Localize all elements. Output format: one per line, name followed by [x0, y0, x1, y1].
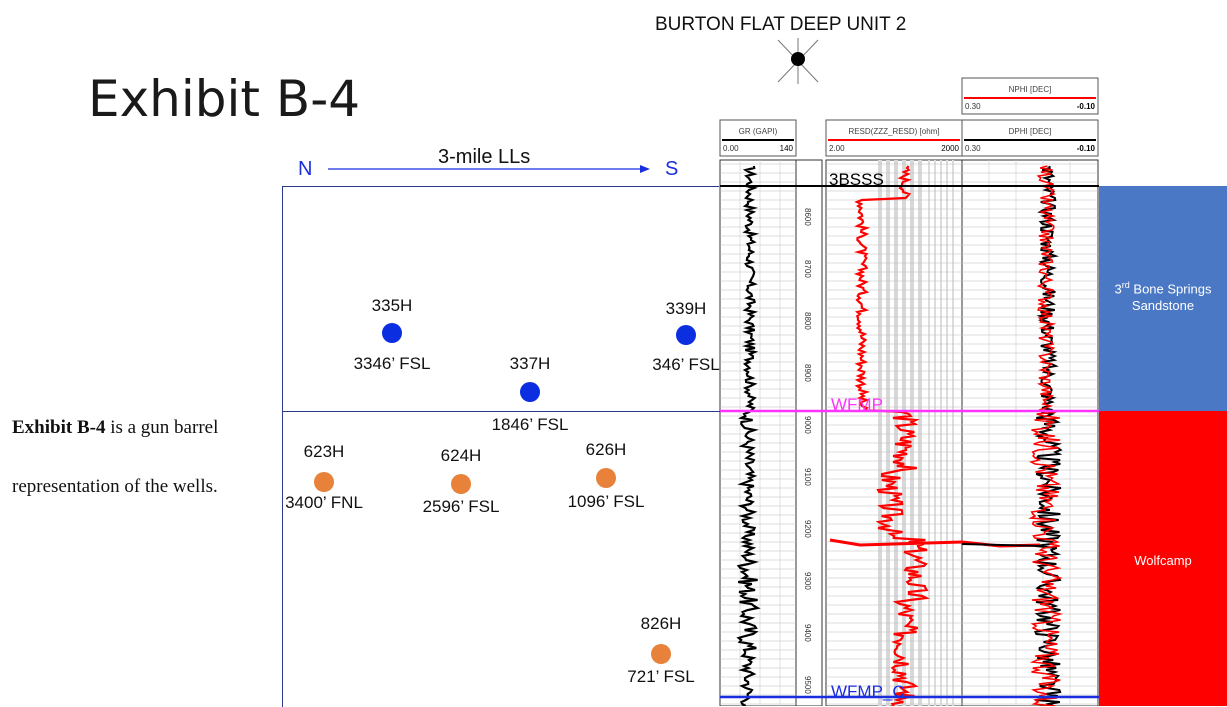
track-header [719, 119, 797, 157]
track-min: 0.00 [723, 144, 739, 153]
well-location: 721’ FSL [627, 667, 695, 686]
exhibit-description: Exhibit B-4 is a gun barrel representati… [12, 398, 237, 516]
marker-label: WFMP_C [831, 682, 905, 701]
grid-shade [928, 160, 930, 706]
depth-tick-label: 8900 [803, 364, 812, 382]
nphi-curve [1028, 165, 1064, 706]
gun-barrel-panel [282, 186, 719, 707]
grid-shade [940, 160, 942, 706]
track-max: -0.10 [1077, 102, 1096, 111]
gr-track [719, 159, 797, 706]
track-header-name: NPHI [DEC] [1009, 85, 1052, 94]
track-max: 140 [780, 144, 794, 153]
direction-label: 3-mile LLs [438, 146, 531, 168]
well-marker-icon [451, 474, 471, 494]
well-name: 623H [303, 442, 345, 461]
dphi-spike [961, 543, 1041, 547]
track-header-name: DPHI [DEC] [1009, 127, 1052, 136]
marker-label: 3BSSS [829, 170, 884, 189]
track-max: -0.10 [1077, 144, 1096, 153]
well-symbol-icon [777, 38, 819, 84]
well-location: 2596’ FSL [422, 497, 500, 516]
well-name: 626H [585, 440, 627, 459]
zone-wolfcamp: Wolfcamp [1099, 411, 1227, 706]
grid-shade [878, 160, 882, 706]
direction-arrow-icon [328, 165, 650, 173]
gr-curve [736, 165, 761, 706]
well-marker-icon [382, 323, 402, 343]
zone-wolfcamp-label: Wolfcamp [1134, 553, 1192, 568]
track-header-name: GR (GAPI) [739, 127, 778, 136]
well-location: 1096’ FSL [567, 492, 645, 511]
depth-tick-label: 9500 [803, 676, 812, 694]
track-min: 2.00 [829, 144, 845, 153]
grid-shade [886, 160, 890, 706]
depth-tick-label: 8800 [803, 312, 812, 330]
track-header [961, 77, 1099, 115]
well-location: 3400’ FNL [285, 493, 363, 512]
exhibit-title: Exhibit B-4 [88, 70, 361, 128]
track-header [961, 119, 1099, 157]
grid-shade [934, 160, 936, 706]
well-marker-icon [596, 468, 616, 488]
depth-track [795, 159, 823, 706]
grid-shade [918, 160, 922, 706]
grid-shade [894, 160, 898, 706]
zone-bone-springs: 3rd Bone Springs Sandstone [1099, 186, 1227, 411]
zone-bone-springs-label: 3rd Bone Springs Sandstone [1114, 280, 1212, 314]
well-marker-icon [314, 472, 334, 492]
formation-divider [282, 411, 722, 412]
depth-tick-label: 8600 [803, 208, 812, 226]
track-max: 2000 [941, 144, 959, 153]
well-marker-icon [651, 644, 671, 664]
well-name: 826H [640, 614, 682, 633]
description-text: is a gun barrel representation of the we… [12, 417, 219, 497]
depth-tick-label: 9000 [803, 416, 812, 434]
depth-tick-label: 9400 [803, 624, 812, 642]
grid-shade [946, 160, 948, 706]
grid-shade [952, 160, 954, 706]
track-min: 0.30 [965, 144, 981, 153]
grid-shade [902, 160, 906, 706]
unit-well-label: BURTON FLAT DEEP UNIT 2 [655, 14, 907, 35]
direction-south: S [665, 158, 679, 180]
depth-tick-label: 9200 [803, 520, 812, 538]
dphi-curve [1033, 165, 1063, 706]
well-name: 339H [665, 299, 707, 318]
marker-label: WFMP [831, 395, 883, 414]
description-bold: Exhibit B-4 [12, 417, 106, 438]
well-name: 337H [509, 354, 551, 373]
resistivity-curve [853, 165, 931, 706]
depth-tick-label: 9100 [803, 468, 812, 486]
depth-tick-label: 9300 [803, 572, 812, 590]
direction-north: N [298, 158, 313, 180]
well-name: 335H [371, 296, 413, 315]
track-header-name: RESD(ZZZ_RESD) [ohm] [848, 127, 939, 136]
porosity-track [961, 159, 1099, 706]
track-min: 0.30 [965, 102, 981, 111]
well-location: 3346’ FSL [353, 354, 431, 373]
well-marker-icon [520, 382, 540, 402]
well-location: 1846’ FSL [491, 415, 569, 434]
depth-tick-label: 8700 [803, 260, 812, 278]
well-marker-icon [676, 325, 696, 345]
well-location: 346’ FSL [652, 355, 720, 374]
well-name: 624H [440, 446, 482, 465]
